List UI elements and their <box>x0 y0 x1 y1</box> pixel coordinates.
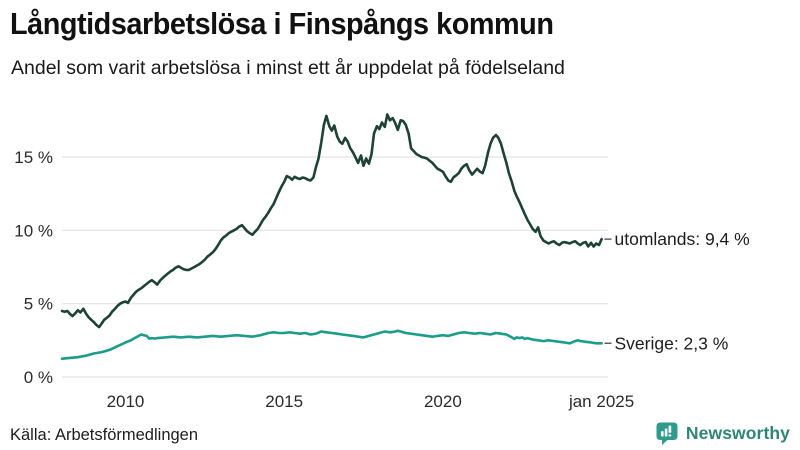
newsworthy-logo-icon <box>656 422 678 445</box>
y-tick-label-10: 10 % <box>14 221 53 240</box>
source-note: Källa: Arbetsförmedlingen <box>10 426 199 444</box>
brand-name: Newsworthy <box>685 423 790 443</box>
series-line-utomlands <box>60 113 603 329</box>
x-tick-label-2015: 2015 <box>265 392 303 411</box>
series-end-label-utomlands: utomlands: 9,4 % <box>615 229 750 249</box>
series-line-Sverige <box>60 329 603 361</box>
y-tick-label-15: 15 % <box>14 148 53 167</box>
x-tick-label-2020: 2020 <box>424 392 462 411</box>
series-end-label-Sverige: Sverige: 2,3 % <box>615 333 729 353</box>
chart-subtitle: Andel som varit arbetslösa i minst ett å… <box>11 57 565 79</box>
page-title: Långtidsarbetslösa i Finspångs kommun <box>10 6 554 41</box>
y-tick-label-5: 5 % <box>24 295 53 314</box>
x-tick-label-jan-2025: jan 2025 <box>568 392 634 411</box>
y-tick-label-0: 0 % <box>24 368 53 387</box>
newsworthy-brand: Newsworthy <box>655 421 790 446</box>
x-tick-label-2010: 2010 <box>107 392 145 411</box>
